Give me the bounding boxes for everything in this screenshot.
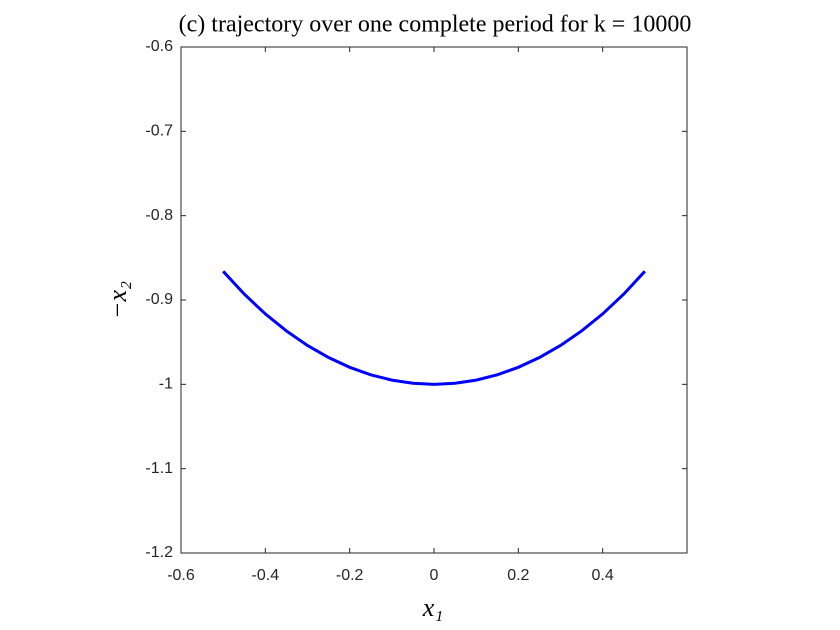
y-axis-label: −x₂ (103, 281, 132, 319)
x-axis-label: x₁ (422, 593, 444, 622)
chart-title: (c) trajectory over one complete period … (179, 12, 692, 38)
y-tick-label: -1.2 (145, 544, 173, 561)
y-tick-label: -0.7 (145, 123, 173, 140)
x-tick-label: -0.4 (252, 567, 280, 584)
x-tick-label: 0.2 (507, 567, 529, 584)
x-tick-label: -0.6 (167, 567, 195, 584)
y-tick-label: -0.6 (145, 38, 173, 55)
y-tick-label: -0.8 (145, 207, 173, 224)
y-tick-label: -1 (159, 376, 173, 393)
x-tick-label: 0.4 (592, 567, 614, 584)
y-tick-label: -1.1 (145, 460, 173, 477)
x-tick-label: -0.2 (336, 567, 364, 584)
y-tick-label: -0.9 (145, 291, 173, 308)
x-tick-label: 0 (430, 567, 439, 584)
data-line (222, 270, 646, 386)
